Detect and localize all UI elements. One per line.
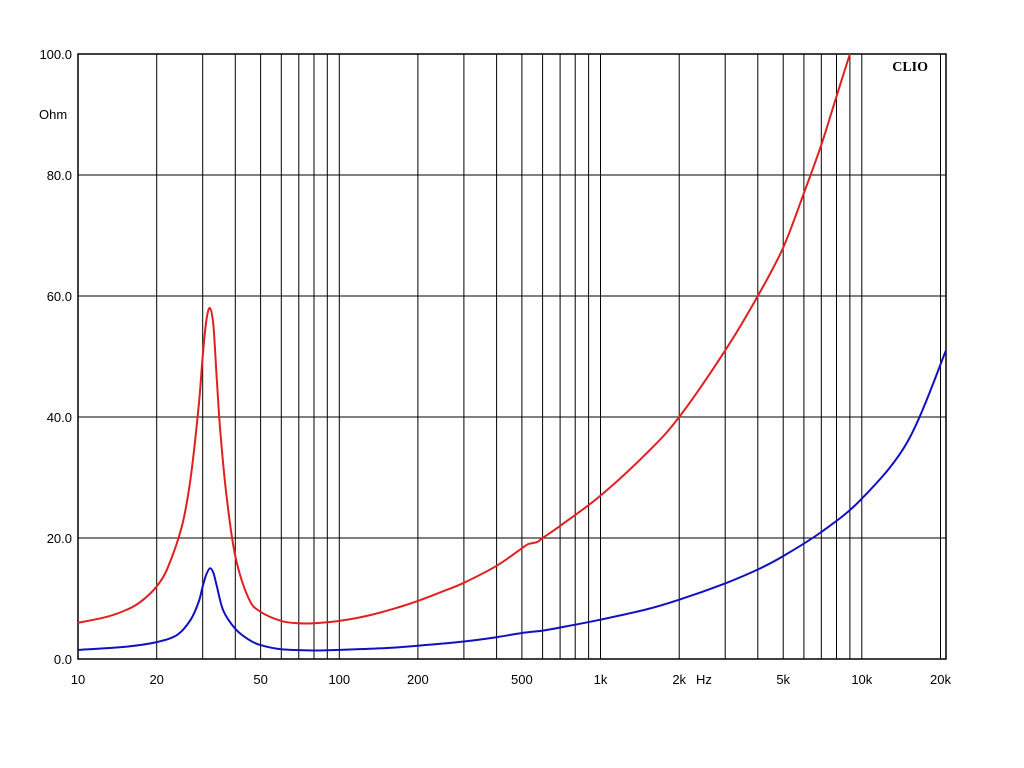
grid [78, 54, 946, 659]
series-line-2 [77, 350, 947, 652]
x-axis-ticks: 10 20 50 100 200 500 1k 2k 5k 10k 20k [71, 672, 952, 687]
x-tick-label: 500 [511, 672, 533, 687]
y-axis-label: Ohm [39, 107, 67, 122]
x-tick-label: 10 [71, 672, 85, 687]
x-tick-label: 200 [407, 672, 429, 687]
y-tick-label: 80.0 [47, 168, 72, 183]
x-tick-label: 20 [149, 672, 163, 687]
x-tick-label: 2k [672, 672, 686, 687]
x-tick-label: 20k [930, 672, 951, 687]
y-tick-label: 20.0 [47, 531, 72, 546]
y-tick-label: 0.0 [54, 652, 72, 667]
x-tick-label: 100 [328, 672, 350, 687]
x-tick-label: 1k [594, 672, 608, 687]
y-tick-label: 40.0 [47, 410, 72, 425]
series-group [77, 53, 947, 652]
series-line-1 [77, 53, 851, 625]
plot-frame [77, 53, 947, 660]
brand-label: CLIO [892, 60, 928, 75]
y-axis-ticks: 0.0 20.0 40.0 60.0 80.0 100.0 [39, 47, 72, 667]
x-tick-label: 5k [776, 672, 790, 687]
x-axis-label: Hz [696, 672, 712, 687]
x-tick-label: 50 [253, 672, 267, 687]
y-tick-label: 60.0 [47, 289, 72, 304]
y-tick-label: 100.0 [39, 47, 72, 62]
x-tick-label: 10k [851, 672, 872, 687]
